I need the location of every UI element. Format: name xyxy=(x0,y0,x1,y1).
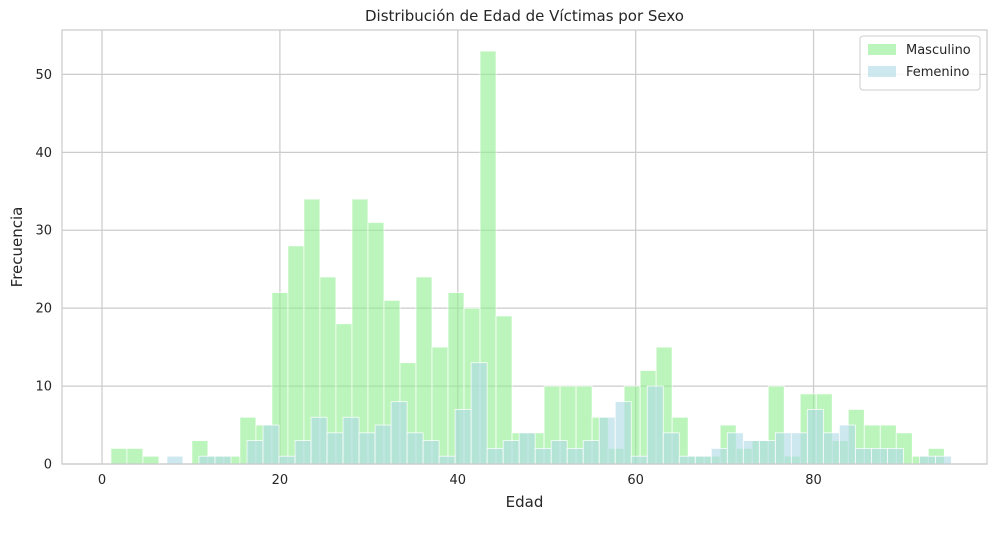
bar-femenino-17 xyxy=(470,362,488,465)
x-axis-title: Edad xyxy=(506,493,544,511)
bar-femenino-32 xyxy=(710,448,728,465)
bar-femenino-37 xyxy=(790,432,808,465)
bar-femenino-10 xyxy=(358,432,376,465)
y-tick-label-50: 50 xyxy=(35,68,52,83)
legend-label-femenino: Femenino xyxy=(906,65,970,80)
bar-femenino-16 xyxy=(454,409,472,465)
bar-femenino-26 xyxy=(614,401,632,465)
x-tick-label-80: 80 xyxy=(805,473,822,488)
bar-femenino-6 xyxy=(294,440,312,465)
series-femenino xyxy=(166,362,952,465)
bar-femenino-2 xyxy=(214,455,232,465)
legend-swatch-femenino xyxy=(868,66,896,77)
bar-femenino-41 xyxy=(854,448,872,465)
bar-femenino-44 xyxy=(919,455,936,465)
bar-femenino-25 xyxy=(598,416,616,465)
bar-femenino-30 xyxy=(678,455,696,465)
y-tick-label-40: 40 xyxy=(35,146,52,161)
bar-femenino-42 xyxy=(870,448,888,465)
chart-title: Distribución de Edad de Víctimas por Sex… xyxy=(365,7,684,25)
legend-label-masculino: Masculino xyxy=(906,43,971,58)
bar-femenino-8 xyxy=(326,432,344,465)
bar-femenino-5 xyxy=(278,455,296,465)
bar-masculino-0 xyxy=(110,448,128,465)
bar-femenino-28 xyxy=(646,385,664,465)
x-tick-label-40: 40 xyxy=(450,473,467,488)
bar-masculino-2 xyxy=(142,455,160,465)
y-tick-label-30: 30 xyxy=(35,224,52,239)
y-axis-title: Frecuencia xyxy=(8,207,26,288)
bar-femenino-38 xyxy=(806,409,824,465)
plot-area xyxy=(62,30,987,464)
bar-femenino-21 xyxy=(534,448,552,465)
bar-femenino-40 xyxy=(838,424,856,465)
legend: Masculino Femenino xyxy=(859,35,981,91)
bar-femenino-13 xyxy=(406,432,424,465)
bar-femenino-43 xyxy=(886,448,904,465)
bar-femenino-45 xyxy=(935,455,952,465)
x-tick-label-20: 20 xyxy=(272,473,289,488)
bar-femenino-1 xyxy=(198,455,216,465)
y-tick-label-10: 10 xyxy=(35,380,52,395)
bar-femenino-22 xyxy=(550,440,568,465)
legend-swatch-masculino xyxy=(868,44,896,55)
bar-femenino-7 xyxy=(310,416,328,465)
y-tick-label-0: 0 xyxy=(44,458,52,473)
bar-femenino-36 xyxy=(774,432,792,465)
bar-femenino-27 xyxy=(630,455,648,465)
bar-femenino-15 xyxy=(438,455,456,465)
bar-masculino-1 xyxy=(126,448,144,465)
y-tick-label-20: 20 xyxy=(35,302,52,317)
bar-femenino-0 xyxy=(166,455,184,465)
bar-femenino-19 xyxy=(502,440,520,465)
bar-femenino-24 xyxy=(582,440,600,465)
bar-femenino-29 xyxy=(662,432,680,465)
grid-lines xyxy=(62,30,987,465)
bar-femenino-18 xyxy=(486,448,504,465)
bar-femenino-14 xyxy=(422,440,440,465)
bar-femenino-12 xyxy=(390,401,408,465)
bar-femenino-11 xyxy=(374,424,392,465)
bar-femenino-3 xyxy=(246,440,264,465)
bar-femenino-33 xyxy=(726,432,744,465)
axes: 0 20 40 60 80 0 10 20 30 40 50 xyxy=(35,68,821,488)
bar-femenino-39 xyxy=(822,432,840,465)
bar-femenino-31 xyxy=(694,455,712,465)
bar-femenino-23 xyxy=(566,448,584,465)
bar-femenino-35 xyxy=(758,440,776,465)
bar-masculino-9 xyxy=(287,245,305,465)
x-tick-label-60: 60 xyxy=(627,473,644,488)
bar-femenino-34 xyxy=(742,440,760,465)
bar-femenino-9 xyxy=(342,416,360,465)
plot-frame xyxy=(61,29,988,465)
x-tick-label-0: 0 xyxy=(98,473,106,488)
bar-femenino-4 xyxy=(262,424,280,465)
bar-femenino-20 xyxy=(518,432,536,465)
